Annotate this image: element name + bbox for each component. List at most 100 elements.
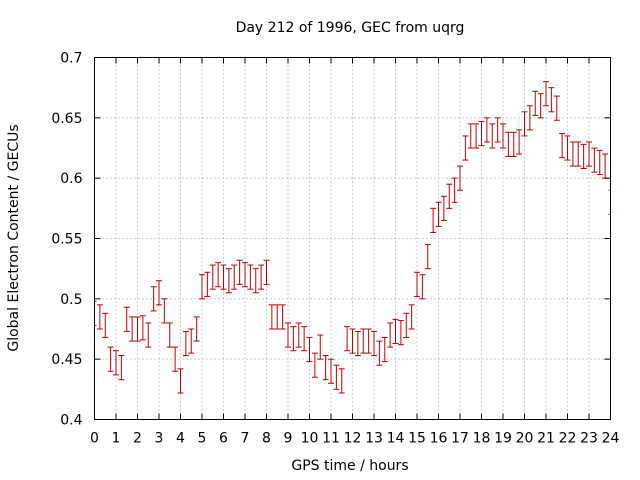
x-tick-label: 16 (430, 431, 448, 447)
data-point (242, 262, 248, 288)
data-point (510, 131, 517, 157)
data-point (569, 141, 576, 167)
data-point (575, 141, 582, 167)
data-point (505, 131, 512, 157)
data-point (403, 312, 410, 338)
x-tick-label: 15 (408, 431, 426, 447)
data-point (258, 264, 265, 290)
x-tick-label: 2 (133, 431, 142, 447)
data-point (236, 259, 243, 285)
data-point (177, 368, 184, 394)
data-point (548, 87, 555, 113)
y-tick-label: 0.55 (51, 232, 82, 248)
data-point (354, 330, 361, 357)
x-tick-label: 8 (262, 431, 271, 447)
data-point (596, 149, 603, 176)
x-tick-label: 11 (322, 431, 340, 447)
data-point (96, 304, 103, 330)
x-tick-label: 7 (241, 431, 250, 447)
x-tick-label: 9 (284, 431, 293, 447)
data-point (414, 271, 420, 297)
x-tick-label: 19 (494, 431, 512, 447)
data-point (580, 143, 587, 170)
data-point (365, 328, 372, 354)
data-point (344, 326, 351, 352)
data-point (204, 271, 211, 297)
data-point (118, 355, 125, 381)
data-point (387, 322, 394, 348)
data-point (451, 177, 458, 203)
data-point (521, 111, 528, 137)
data-point (564, 135, 571, 161)
data-point (172, 346, 179, 372)
x-tick-label: 14 (387, 431, 405, 447)
data-point (419, 274, 426, 300)
data-point (188, 328, 195, 354)
data-point (166, 322, 173, 348)
data-point (483, 117, 490, 143)
data-point (543, 81, 549, 107)
data-point (247, 264, 254, 290)
data-point (381, 336, 388, 363)
data-point (161, 298, 168, 324)
error-bars (94, 81, 611, 394)
data-point (113, 350, 119, 376)
tick-labels: 0 1 2 3 4 5 6 7 8 9 10 11 12 13 14 15 16 17 18 19 20 21 22 23 24… (51, 51, 619, 447)
data-point (537, 93, 544, 119)
data-point (462, 135, 469, 161)
x-tick-label: 22 (559, 431, 577, 447)
data-point (209, 264, 216, 290)
data-point (322, 355, 329, 381)
data-point (467, 123, 474, 149)
data-point (424, 244, 431, 270)
data-point (199, 274, 205, 300)
axis-ticks (94, 57, 611, 420)
data-point (408, 304, 415, 330)
data-point (489, 123, 496, 149)
y-axis-label: Global Electron Content / GECUs (6, 124, 22, 351)
x-tick-label: 10 (301, 431, 319, 447)
data-point (397, 320, 404, 346)
data-point (285, 322, 291, 348)
x-tick-label: 0 (90, 431, 99, 447)
x-tick-label: 5 (198, 431, 207, 447)
x-tick-label: 12 (344, 431, 362, 447)
data-point (107, 346, 114, 372)
data-point (494, 117, 501, 143)
data-point (182, 330, 189, 357)
data-point (317, 334, 324, 360)
data-point (225, 268, 232, 294)
data-point (220, 264, 227, 290)
data-point (150, 286, 157, 312)
data-point (440, 195, 447, 221)
data-point (328, 358, 334, 384)
data-point (306, 336, 313, 363)
data-point (526, 105, 533, 131)
data-point (430, 207, 437, 233)
y-tick-label: 0.4 (60, 413, 82, 429)
x-tick-label: 21 (537, 431, 555, 447)
grid-lines (94, 57, 611, 420)
data-point (360, 328, 367, 354)
y-tick-label: 0.7 (60, 51, 82, 67)
data-point (295, 322, 302, 348)
data-point (268, 304, 275, 330)
data-point (274, 304, 281, 330)
data-point (553, 95, 560, 121)
data-point (478, 120, 485, 147)
data-point (602, 153, 609, 179)
data-point (123, 306, 130, 332)
data-point (532, 90, 539, 116)
x-tick-label: 6 (219, 431, 228, 447)
x-axis-label: GPS time / hours (291, 458, 408, 474)
x-tick-label: 3 (155, 431, 164, 447)
data-point (193, 316, 200, 342)
x-tick-label: 20 (516, 431, 534, 447)
data-point (376, 340, 383, 366)
data-point (446, 183, 453, 209)
data-point (338, 368, 345, 394)
data-point (139, 315, 146, 341)
data-point (371, 330, 377, 357)
data-point (392, 318, 399, 344)
data-point (301, 326, 308, 352)
